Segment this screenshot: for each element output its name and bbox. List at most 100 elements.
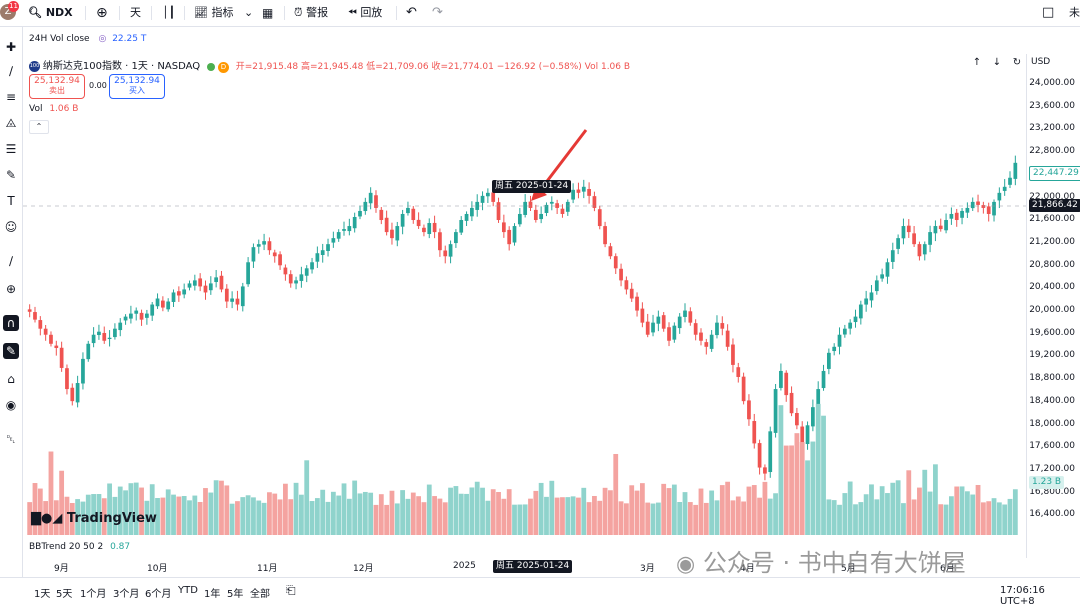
volume-bar [187, 500, 192, 535]
indicators-button[interactable]: 📈︎ 指标 [194, 4, 233, 22]
volume-bar [235, 501, 240, 535]
reset-icon[interactable]: ↻ [1012, 57, 1022, 68]
goto-date-icon[interactable]: ⎗ [286, 583, 296, 597]
time-tick: 9月 [54, 564, 69, 574]
magnet-icon[interactable]: ∩ [3, 315, 19, 331]
candle-body [145, 313, 149, 318]
range-ytd[interactable]: YTD [178, 585, 198, 596]
candle-body [853, 316, 858, 323]
candle-body [587, 189, 591, 196]
volume-bar [139, 487, 144, 535]
price-chart[interactable] [23, 27, 1026, 558]
volume-bar [703, 502, 709, 535]
cursor-icon[interactable]: ✚ [5, 40, 17, 54]
volume-bar [43, 501, 49, 535]
volume-bar [522, 504, 528, 535]
candle-body [288, 274, 293, 284]
candle-body [592, 196, 597, 208]
replay-button[interactable]: ⏪︎ 回放 [348, 4, 382, 22]
range-1d[interactable]: 1天 [34, 589, 51, 600]
currency-select[interactable]: USD [1031, 57, 1051, 67]
range-1y[interactable]: 1年 [204, 589, 221, 600]
horizontal-lines-icon[interactable]: ≡ [5, 90, 17, 104]
price-tick: 22,000.00 [1029, 191, 1075, 202]
volume-bar [346, 498, 352, 535]
buy-button[interactable]: 25,132.94 买入 [109, 74, 165, 99]
layout-grid-icon[interactable]: ▦ [262, 6, 274, 20]
candle-body [912, 233, 916, 245]
volume-bar [933, 464, 938, 535]
redo-icon[interactable]: ↷ [432, 5, 443, 20]
emoji-icon[interactable]: ☺ [4, 220, 18, 234]
scroll-down-icon[interactable]: ↓ [992, 57, 1002, 68]
lock-drawing-icon[interactable]: ✎ [3, 343, 19, 359]
volume-bar [581, 487, 587, 535]
candle-body [331, 238, 336, 243]
interval-button[interactable]: 天 [130, 6, 141, 19]
candle-body [192, 280, 197, 286]
trend-line-icon[interactable]: ∕ [8, 64, 14, 78]
volume-bar [799, 442, 805, 535]
compare-add-icon[interactable]: ⊕ [96, 5, 108, 21]
volume-bar [64, 496, 70, 535]
fullscreen-icon[interactable]: □ [1042, 5, 1055, 20]
volume-bar [517, 504, 523, 535]
volume-bar [986, 501, 992, 535]
candle-body [27, 309, 32, 312]
candle-body [869, 292, 874, 301]
crosshair-tooltip: 周五 2025-01-24 [492, 180, 572, 193]
candle-body [491, 192, 496, 202]
candle-body [203, 285, 208, 293]
collapse-legend-icon[interactable]: ⌃ [29, 120, 49, 134]
candle-body [187, 283, 192, 288]
lock-icon[interactable]: ⌂ [7, 372, 15, 386]
range-3m[interactable]: 3个月 [113, 589, 140, 600]
volume-bar [980, 502, 986, 535]
sell-button[interactable]: 25,132.94 卖出 [29, 74, 85, 99]
volume-bar [735, 496, 741, 535]
ruler-icon[interactable]: ∕ [8, 254, 14, 268]
candle-body [539, 213, 544, 220]
candle-body [224, 288, 229, 302]
trash-icon[interactable]: ␡ [6, 432, 16, 446]
time-tick: 11月 [257, 564, 278, 574]
fib-icon[interactable]: ☰ [5, 142, 17, 156]
eye-settings-icon[interactable]: ◎ [98, 34, 107, 44]
candle-body [890, 250, 895, 262]
candle-style-icon[interactable]: │┃ [162, 6, 176, 19]
range-1m[interactable]: 1个月 [80, 589, 107, 600]
symbol-search[interactable]: 🔍︎ NDX [28, 4, 73, 22]
price-tick: 20,000.00 [1029, 305, 1075, 315]
volume-label: Vol [29, 104, 43, 114]
indicators-icon: 📈︎ [194, 6, 208, 19]
candle-body [171, 292, 176, 302]
volume-bar [293, 482, 299, 535]
range-all[interactable]: 全部 [250, 589, 270, 600]
range-6m[interactable]: 6个月 [145, 589, 172, 600]
eye-icon[interactable]: ◉ [5, 398, 17, 412]
candle-body [565, 201, 570, 212]
volume-bar [922, 469, 928, 535]
candle-body [954, 212, 959, 221]
scroll-up-icon[interactable]: ↑ [972, 57, 982, 68]
alerts-button[interactable]: ⏰︎ 警报 [294, 4, 328, 22]
volume-bar [805, 460, 810, 535]
undo-icon[interactable]: ↶ [406, 5, 417, 20]
zoom-icon[interactable]: ⊕ [5, 282, 17, 296]
time-axis[interactable]: 9月 10月 11月 12月 2025 3月 4月 5月 6月 周五 2025-01-24 [23, 558, 1026, 577]
pattern-icon[interactable]: ⨻ [5, 116, 17, 130]
range-5y[interactable]: 5年 [227, 589, 244, 600]
volume-bar [181, 496, 187, 535]
brush-icon[interactable]: ✎ [5, 168, 17, 182]
drawing-toolbar: ✚ ∕ ≡ ⨻ ☰ ✎ T ☺ ∕ ⊕ ∩ ✎ ⌂ ◉ ␡ [0, 27, 23, 603]
volume-bar [208, 492, 214, 535]
text-icon[interactable]: T [7, 194, 15, 208]
candle-body [986, 206, 991, 214]
price-axis[interactable]: 24,000.00 23,600.00 23,200.00 22,800.00 22,4… [1026, 54, 1080, 558]
volume-bar [32, 483, 38, 535]
volume-bar [171, 494, 176, 535]
range-5d[interactable]: 5天 [56, 589, 73, 600]
volume-bar [970, 494, 976, 535]
chevron-down-icon[interactable]: ⌄ [244, 6, 254, 19]
candle-body [885, 262, 890, 277]
